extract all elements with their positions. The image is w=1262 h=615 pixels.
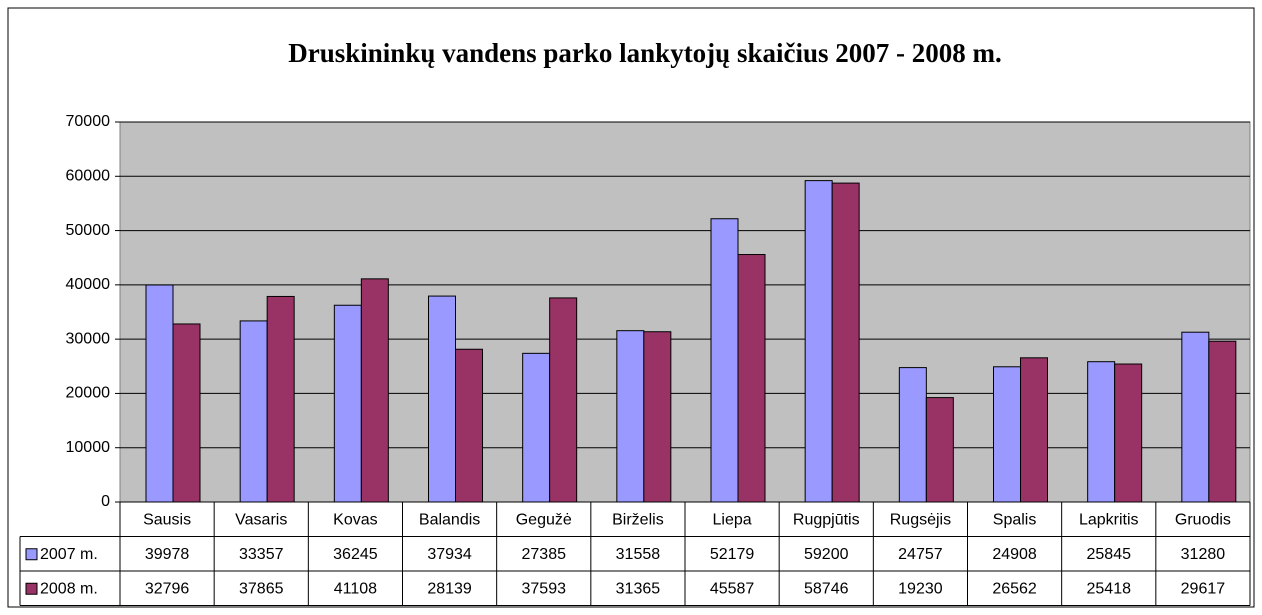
y-tick-label: 50000 xyxy=(66,222,111,239)
bar xyxy=(737,254,766,503)
table-value: 37865 xyxy=(239,580,284,597)
bar xyxy=(1020,357,1048,503)
x-tick-label: Sausis xyxy=(143,511,191,528)
bar xyxy=(145,284,174,503)
bar xyxy=(993,366,1021,503)
x-tick-label: Gegužė xyxy=(516,511,572,528)
table-value: 36245 xyxy=(333,546,378,563)
legend-swatch xyxy=(25,548,38,561)
legend-swatch xyxy=(25,582,38,595)
bar xyxy=(616,330,645,503)
table-value: 27385 xyxy=(522,546,567,563)
table-value: 25845 xyxy=(1087,546,1132,563)
x-tick-label: Vasaris xyxy=(235,511,287,528)
bar xyxy=(172,323,201,503)
table-value: 31558 xyxy=(616,546,661,563)
x-tick-label: Liepa xyxy=(713,511,752,528)
bar xyxy=(1208,340,1237,503)
table-value: 31280 xyxy=(1181,546,1226,563)
y-tick-label: 70000 xyxy=(66,113,111,130)
table-value: 33357 xyxy=(239,546,284,563)
table-value: 45587 xyxy=(710,580,755,597)
bar xyxy=(898,367,927,503)
table-value: 25418 xyxy=(1087,580,1132,597)
x-tick-label: Spalis xyxy=(993,511,1037,528)
chart-title: Druskininkų vandens parko lankytojų skai… xyxy=(288,38,1001,68)
x-tick-label: Gruodis xyxy=(1175,511,1231,528)
table-value: 19230 xyxy=(898,580,943,597)
x-tick-label: Balandis xyxy=(419,511,480,528)
bar xyxy=(549,297,578,503)
y-tick-label: 40000 xyxy=(66,276,111,293)
x-tick-label: Birželis xyxy=(612,511,664,528)
legend-label: 2007 m. xyxy=(40,546,98,563)
table-value: 32796 xyxy=(145,580,190,597)
table-value: 24757 xyxy=(898,546,943,563)
bar xyxy=(804,180,833,503)
table-value: 28139 xyxy=(427,580,472,597)
table-value: 58746 xyxy=(804,580,849,597)
plot-area xyxy=(119,121,1251,503)
bar xyxy=(360,278,389,503)
bar xyxy=(239,320,268,503)
y-tick-label: 10000 xyxy=(66,439,111,456)
legend-label: 2008 m. xyxy=(40,580,98,597)
table-value: 24908 xyxy=(992,546,1037,563)
table-value: 29617 xyxy=(1181,580,1226,597)
table-value: 39978 xyxy=(145,546,190,563)
table-value: 37593 xyxy=(522,580,567,597)
x-tick-label: Lapkritis xyxy=(1079,511,1139,528)
y-tick-label: 0 xyxy=(101,493,110,510)
bar xyxy=(710,218,739,503)
table-value: 37934 xyxy=(427,546,472,563)
bar xyxy=(455,348,483,503)
y-tick-label: 20000 xyxy=(66,385,111,402)
bar xyxy=(1181,331,1210,503)
table-value: 41108 xyxy=(334,580,377,597)
table-value: 52179 xyxy=(710,546,755,563)
bar xyxy=(925,397,954,503)
table-value: 26562 xyxy=(992,580,1037,597)
bar xyxy=(266,295,295,503)
table-value: 31365 xyxy=(616,580,661,597)
y-tick-label: 30000 xyxy=(66,330,111,347)
bar xyxy=(333,304,362,503)
table-value: 59200 xyxy=(804,546,849,563)
bar xyxy=(643,331,672,503)
bar xyxy=(522,352,551,503)
x-tick-label: Kovas xyxy=(333,511,377,528)
bar xyxy=(831,182,860,503)
bar xyxy=(1114,363,1143,503)
x-tick-label: Rugsėjis xyxy=(890,511,951,528)
bar xyxy=(1087,361,1116,503)
bar xyxy=(428,295,456,503)
x-tick-label: Rugpjūtis xyxy=(793,511,860,528)
y-tick-label: 60000 xyxy=(66,168,111,185)
